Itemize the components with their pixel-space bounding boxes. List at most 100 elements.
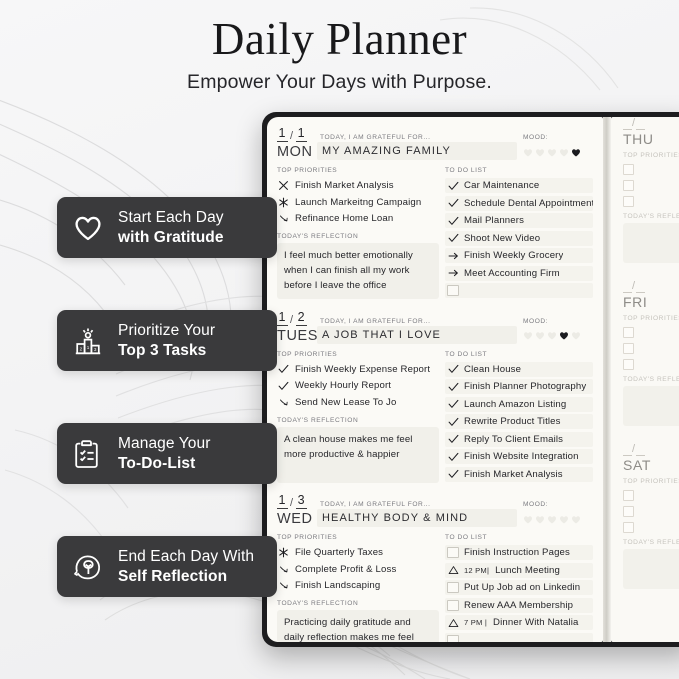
todo-row[interactable]: Finish Instruction Pages [445, 545, 593, 560]
reflection-input[interactable]: A clean house makes me feel more producti… [277, 426, 439, 483]
todo-row[interactable]: Put Up Job ad on Linkedin [445, 580, 593, 595]
heart-empty-icon[interactable] [571, 515, 581, 524]
heart-empty-icon[interactable] [547, 331, 557, 340]
date-fields[interactable]: 1/3 [277, 493, 317, 509]
todo-row[interactable]: Clean House [445, 361, 593, 377]
todo-checkbox-empty[interactable] [447, 582, 459, 593]
heart-empty-icon[interactable] [535, 331, 545, 340]
heart-empty-icon[interactable] [523, 515, 533, 524]
check-mark-icon[interactable] [277, 379, 290, 392]
todo-row[interactable]: Renew AAA Membership [445, 597, 593, 613]
priority-row[interactable]: Finish Weekly Expense Report [277, 362, 439, 377]
heart-empty-icon[interactable] [523, 331, 533, 340]
heart-filled-icon[interactable] [571, 148, 581, 157]
heart-empty-icon[interactable] [547, 515, 557, 524]
priority-row[interactable]: Finish Market Analysis [277, 178, 439, 193]
todo-row[interactable]: Meet Accounting Firm [445, 265, 593, 281]
date-box[interactable]: 1/3 WED [277, 493, 317, 527]
feature-badge-todolist[interactable]: Manage Your To-Do-List [57, 423, 277, 485]
date-box[interactable]: 1/1 MON [277, 126, 317, 160]
todo-arrow-icon[interactable] [447, 250, 459, 261]
heart-filled-icon[interactable] [559, 331, 569, 340]
todo-row[interactable]: Finish Weekly Grocery [445, 248, 593, 263]
todo-row[interactable]: Reply To Client Emails [445, 431, 593, 447]
priority-checkbox[interactable] [623, 522, 634, 533]
mood-rating[interactable] [523, 328, 593, 344]
priority-checkbox[interactable] [623, 180, 634, 191]
todo-row[interactable]: Mail Planners [445, 213, 593, 228]
todo-check-icon[interactable] [447, 416, 459, 427]
priority-row[interactable]: Send New Lease To Jo [277, 395, 439, 410]
todo-checkbox-empty[interactable] [447, 634, 459, 642]
date-fields[interactable]: 1/1 [277, 126, 317, 142]
todo-row[interactable]: 12 PM| Lunch Meeting [445, 562, 593, 578]
priority-row[interactable]: Complete Profit & Loss [277, 562, 439, 577]
todo-check-icon[interactable] [447, 180, 459, 191]
date-fields[interactable]: 1/2 [277, 310, 317, 326]
todo-checkbox-empty[interactable] [447, 547, 459, 558]
priority-row[interactable]: Finish Landscaping [277, 578, 439, 593]
todo-check-icon[interactable] [447, 198, 459, 209]
todo-row[interactable] [445, 632, 593, 642]
mood-rating[interactable] [523, 511, 593, 527]
todo-check-icon[interactable] [447, 364, 459, 375]
todo-row[interactable]: Schedule Dental Appointment [445, 195, 593, 211]
priority-row[interactable]: File Quarterly Taxes [277, 545, 439, 560]
todo-row[interactable]: Finish Website Integration [445, 449, 593, 464]
priority-checkbox[interactable] [623, 327, 634, 338]
todo-check-icon[interactable] [447, 469, 459, 480]
todo-triangle-icon[interactable] [447, 565, 459, 576]
reflection-input[interactable] [623, 549, 679, 589]
priority-checkbox[interactable] [623, 506, 634, 517]
mood-rating[interactable] [523, 144, 593, 160]
asterisk-mark-icon[interactable] [277, 546, 290, 559]
todo-check-icon[interactable] [447, 434, 459, 445]
todo-check-icon[interactable] [447, 233, 459, 244]
heart-empty-icon[interactable] [559, 148, 569, 157]
date-day-field[interactable]: 1 [296, 126, 308, 142]
arrow-mark-icon[interactable] [277, 579, 290, 592]
todo-row[interactable]: Finish Planner Photography [445, 379, 593, 394]
todo-check-icon[interactable] [447, 451, 459, 462]
feature-badge-priorities[interactable]: 2 1 3 Prioritize Your Top 3 Tasks [57, 310, 277, 372]
todo-row[interactable]: Rewrite Product Titles [445, 414, 593, 429]
heart-empty-icon[interactable] [559, 515, 569, 524]
heart-empty-icon[interactable] [535, 148, 545, 157]
todo-row[interactable]: Finish Market Analysis [445, 466, 593, 482]
priority-checkbox[interactable] [623, 196, 634, 207]
date-day-field[interactable]: 3 [296, 493, 308, 509]
date-fields[interactable]: / [623, 280, 679, 293]
todo-row[interactable]: Car Maintenance [445, 178, 593, 193]
reflection-input[interactable]: Practicing daily gratitude and daily refl… [277, 610, 439, 642]
date-month-field[interactable]: 1 [277, 309, 288, 326]
gratitude-input[interactable]: HEALTHY BODY & MIND [317, 509, 517, 527]
todo-arrow-icon[interactable] [447, 268, 459, 279]
todo-check-icon[interactable] [447, 215, 459, 226]
reflection-input[interactable] [623, 223, 679, 263]
reflection-input[interactable] [623, 386, 679, 426]
todo-row[interactable]: Shoot New Video [445, 230, 593, 246]
priority-row[interactable]: Launch Markeitng Campaign [277, 195, 439, 210]
priority-checkbox[interactable] [623, 359, 634, 370]
date-fields[interactable]: / [623, 117, 679, 130]
priority-checkbox[interactable] [623, 164, 634, 175]
date-month-field[interactable]: 1 [277, 493, 288, 509]
feature-badge-gratitude[interactable]: Start Each Day with Gratitude [57, 197, 277, 259]
x-mark-icon[interactable] [277, 179, 290, 192]
date-box[interactable]: 1/2 TUES [277, 310, 317, 344]
priority-checkbox[interactable] [623, 343, 634, 354]
gratitude-input[interactable]: MY AMAZING FAMILY [317, 142, 517, 160]
todo-row[interactable] [445, 283, 593, 298]
priority-checkbox[interactable] [623, 490, 634, 501]
heart-empty-icon[interactable] [535, 515, 545, 524]
check-mark-icon[interactable] [277, 363, 290, 376]
heart-empty-icon[interactable] [523, 148, 533, 157]
priority-row[interactable]: Refinance Home Loan [277, 211, 439, 226]
feature-badge-reflection[interactable]: End Each Day With Self Reflection [57, 536, 277, 598]
heart-empty-icon[interactable] [571, 331, 581, 340]
date-fields[interactable]: / [623, 443, 679, 456]
todo-checkbox-empty[interactable] [447, 599, 459, 611]
date-month-field[interactable]: 1 [277, 126, 288, 142]
todo-check-icon[interactable] [447, 381, 459, 392]
reflection-input[interactable]: I feel much better emotionally when I can… [277, 243, 439, 299]
